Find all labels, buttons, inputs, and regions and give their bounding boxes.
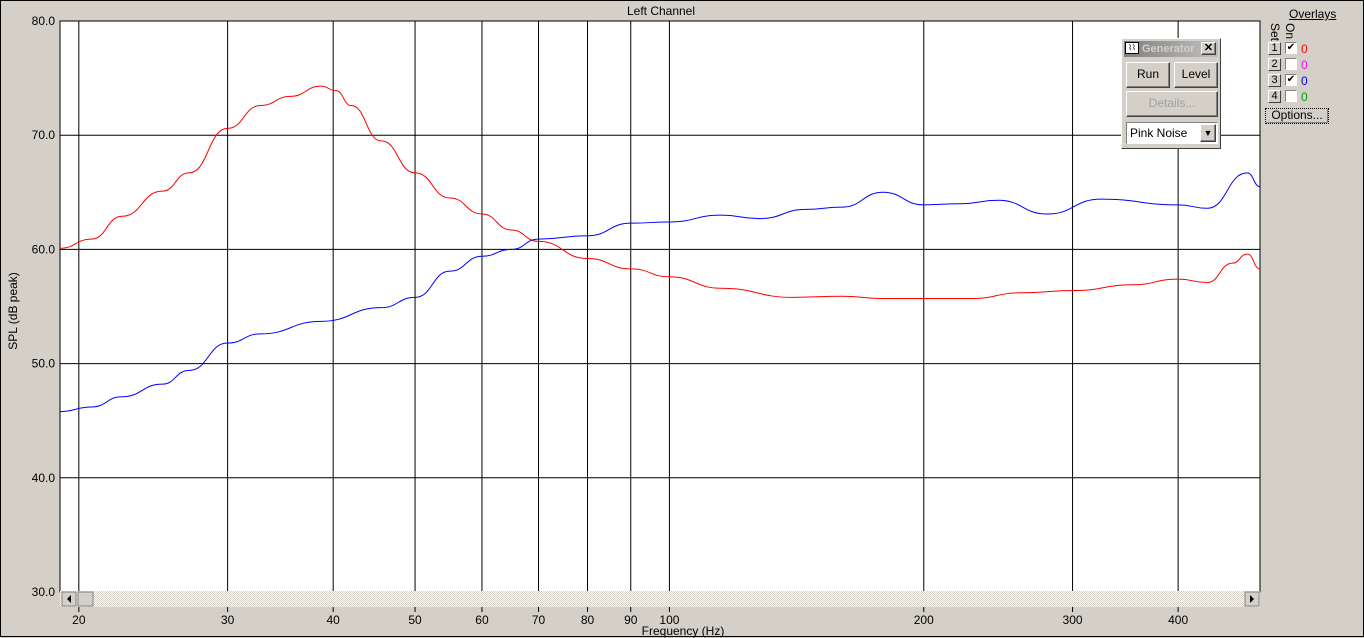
x-tick-label: 400 bbox=[1168, 613, 1188, 627]
overlay-3-checkbox[interactable]: ✔ bbox=[1285, 74, 1297, 86]
options-button[interactable]: Options... bbox=[1265, 108, 1329, 124]
overlay-set-2-button[interactable]: 2 bbox=[1268, 58, 1281, 71]
overlay-set-1-button[interactable]: 1 bbox=[1268, 42, 1281, 55]
x-tick-label: 200 bbox=[914, 613, 934, 627]
chart-title: Left Channel bbox=[627, 4, 695, 18]
details-button[interactable]: Details... bbox=[1126, 91, 1218, 117]
x-tick-label: 70 bbox=[532, 613, 546, 627]
overlay-set-4-button[interactable]: 4 bbox=[1268, 90, 1281, 103]
overlay-set-3-button[interactable]: 3 bbox=[1268, 74, 1281, 87]
generator-window: Generator ⌇⌇ ✕ Run Level Details... Pink… bbox=[1121, 38, 1221, 149]
x-tick-label: 20 bbox=[72, 613, 86, 627]
overlay-4-value: 0 bbox=[1301, 90, 1308, 104]
x-tick-label: 300 bbox=[1063, 613, 1083, 627]
run-button[interactable]: Run bbox=[1126, 62, 1170, 88]
horizontal-scrollbar[interactable] bbox=[60, 591, 1260, 607]
series-line-2 bbox=[59, 172, 1261, 413]
x-tick-label: 80 bbox=[581, 613, 595, 627]
x-tick-label: 100 bbox=[659, 613, 679, 627]
close-button[interactable]: ✕ bbox=[1201, 42, 1216, 55]
generator-title-bar[interactable]: Generator bbox=[1124, 41, 1218, 57]
signal-value: Pink Noise bbox=[1130, 126, 1188, 140]
y-axis-label: SPL (dB peak) bbox=[6, 272, 20, 350]
chevron-down-icon[interactable]: ▼ bbox=[1200, 124, 1216, 142]
y-tick-label: 40.0 bbox=[32, 471, 56, 485]
generator-title: Generator bbox=[1142, 43, 1195, 55]
waveform-icon: ⌇⌇ bbox=[1125, 42, 1139, 54]
y-tick-label: 70.0 bbox=[32, 128, 56, 142]
y-tick-label: 30.0 bbox=[32, 585, 56, 599]
on-header: On bbox=[1283, 23, 1297, 40]
plot-area bbox=[59, 20, 1261, 593]
x-tick-label: 60 bbox=[475, 613, 489, 627]
x-tick-label: 90 bbox=[624, 613, 638, 627]
overlays-title: Overlays bbox=[1289, 7, 1337, 21]
overlay-1-checkbox[interactable]: ✔ bbox=[1285, 42, 1297, 54]
signal-select[interactable]: Pink Noise ▼ bbox=[1126, 122, 1218, 144]
arrow-left-icon bbox=[67, 595, 71, 603]
x-axis-label: Frequency (Hz) bbox=[642, 624, 725, 638]
arrow-right-icon bbox=[1250, 595, 1254, 603]
y-tick-label: 60.0 bbox=[32, 242, 56, 256]
y-tick-label: 80.0 bbox=[32, 14, 56, 28]
x-tick-label: 30 bbox=[221, 613, 235, 627]
scroll-thumb[interactable] bbox=[77, 591, 94, 607]
overlay-3-value: 0 bbox=[1301, 74, 1308, 88]
x-tick-label: 50 bbox=[408, 613, 422, 627]
overlay-2-checkbox[interactable] bbox=[1285, 58, 1297, 70]
level-button[interactable]: Level bbox=[1174, 62, 1218, 88]
overlay-4-checkbox[interactable] bbox=[1285, 90, 1297, 102]
overlay-1-value: 0 bbox=[1301, 42, 1308, 56]
y-tick-label: 50.0 bbox=[32, 357, 56, 371]
overlay-2-value: 0 bbox=[1301, 58, 1308, 72]
series-line-1 bbox=[59, 85, 1261, 300]
x-tick-label: 40 bbox=[326, 613, 340, 627]
set-header: Set bbox=[1268, 23, 1282, 42]
